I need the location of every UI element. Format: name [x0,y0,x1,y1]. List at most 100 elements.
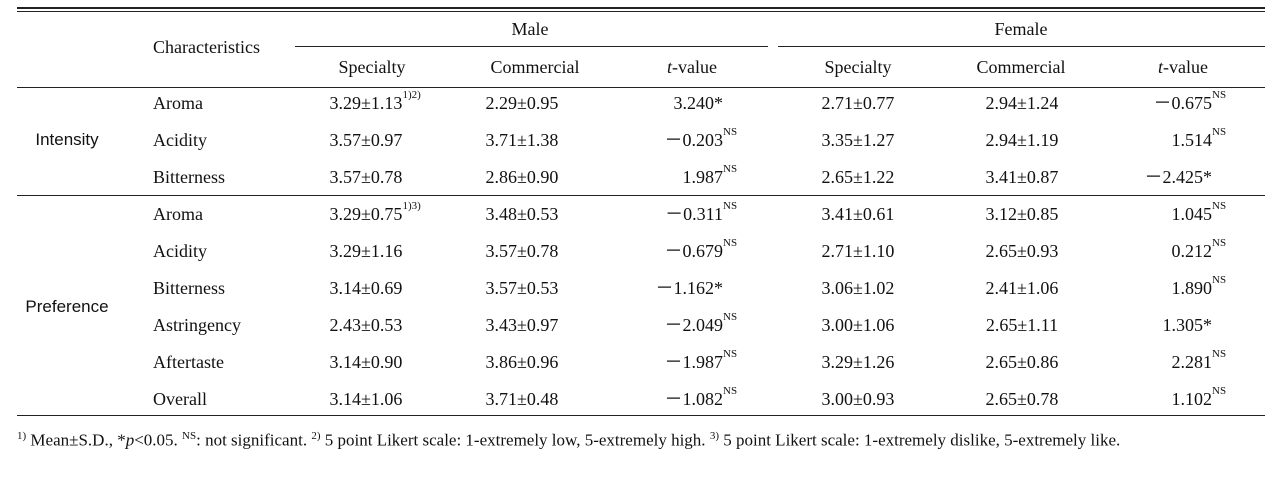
cell-text: 2.71±0.77 [822,93,895,113]
cell: 2.43±0.53 [330,315,403,335]
cell-text: 2.65±0.78 [986,389,1059,409]
header-text: -value [672,57,717,77]
column-header: t-value [1158,57,1208,77]
cell-text: 3.29±1.16 [330,241,403,261]
cell: 2.65±1.22 [822,167,895,187]
superscript: 1) [17,430,26,442]
header-text: Commercial [977,57,1066,77]
footnote-text: 5 point Likert scale: 1-extremely low, 5… [321,431,710,450]
cell: －1.082NS [665,389,724,409]
row-label: Aftertaste [153,352,224,372]
cell-text: 3.43±0.97 [486,315,559,335]
cell-text: 3.12±0.85 [986,204,1059,224]
cell-text: 3.57±0.53 [486,278,559,298]
cell: 1.987NS [683,167,724,187]
superscript: 3) [710,430,719,442]
corner-header: Characteristics [153,37,260,57]
cell: 1.102NS [1172,389,1213,409]
cell: 2.71±1.10 [822,241,895,261]
cell: －0.203NS [665,130,724,150]
cell: 3.57±0.78 [330,167,403,187]
cell-text: 2.41±1.06 [986,278,1059,298]
footnote-text: : not significant. [196,431,311,450]
cell-text: 3.14±0.69 [330,278,403,298]
cell: 3.71±1.38 [486,130,559,150]
cell-text: 3.41±0.61 [822,204,895,224]
cell-text: 2.281 [1172,352,1213,372]
cell-text: －0.679 [665,241,724,261]
footnote-text: Mean±S.D., * [26,431,126,450]
cell-text: 2.94±1.24 [986,93,1059,113]
superscript: NS [723,200,737,212]
cell-text: －0.675 [1154,93,1213,113]
cell: 3.29±0.751)3) [330,204,403,224]
row-label: Bitterness [153,278,225,298]
cell-text: 3.14±0.90 [330,352,403,372]
cell-text: 1.045 [1172,204,1213,224]
superscript: NS [723,311,737,323]
column-header: Specialty [339,57,406,77]
row-label: Bitterness [153,167,225,187]
row-label: Aroma [153,93,203,113]
cell-text: 3.00±0.93 [822,389,895,409]
cell-text: 3.41±0.87 [986,167,1059,187]
superscript: NS [182,430,196,442]
footnote-text: <0.05. [134,431,182,450]
cell: －0.311NS [665,204,723,224]
cell-text: 3.71±1.38 [486,130,559,150]
cell-text: －2.425* [1145,167,1213,187]
cell: 3.29±1.131)2) [330,93,403,113]
footnote-text: 5 point Likert scale: 1-extremely dislik… [719,431,1120,450]
cell: 3.06±1.02 [822,278,895,298]
cell: 3.43±0.97 [486,315,559,335]
cell: 3.29±1.26 [822,352,895,372]
cell-text: 0.212 [1172,241,1213,261]
cell-text: 3.29±1.13 [330,93,403,113]
cell: 3.71±0.48 [486,389,559,409]
cell: 3.14±0.69 [330,278,403,298]
superscript: 2) [311,430,320,442]
cell-text: －1.162* [656,278,724,298]
superscript: NS [1212,385,1226,397]
group-header: Female [995,19,1048,39]
cell: 3.14±1.06 [330,389,403,409]
cell-text: 2.94±1.19 [986,130,1059,150]
cell: 1.890NS [1172,278,1213,298]
rule [17,11,1265,12]
cell-text: 1.305* [1163,315,1213,335]
header-text: Specialty [339,57,406,77]
superscript: NS [1212,89,1226,101]
cell: －2.049NS [665,315,724,335]
cell-text: －1.987 [665,352,724,372]
group-header: Male [512,19,549,39]
superscript: NS [1212,126,1226,138]
cell: 1.514NS [1172,130,1213,150]
superscript: NS [723,348,737,360]
cell: －0.679NS [665,241,724,261]
rule [17,87,1265,88]
superscript: NS [1212,237,1226,249]
header-text: -value [1163,57,1208,77]
cell: 2.65±0.93 [986,241,1059,261]
superscript: NS [723,126,737,138]
rule [17,7,1265,9]
cell-text: 2.65±1.11 [986,315,1058,335]
cell-text: －0.311 [665,204,723,224]
cell: 3.29±1.16 [330,241,403,261]
row-label: Acidity [153,130,207,150]
cell: －1.162* [656,278,724,298]
rule [17,195,1265,196]
cell: 3.57±0.78 [486,241,559,261]
cell: 1.305* [1163,315,1213,335]
cell: 3.57±0.53 [486,278,559,298]
section-label: Intensity [35,130,98,150]
superscript: 1)2) [402,89,420,101]
cell: 2.65±0.78 [986,389,1059,409]
column-header: Commercial [491,57,580,77]
cell-text: 3.71±0.48 [486,389,559,409]
cell: －1.987NS [665,352,724,372]
cell-text: －0.203 [665,130,724,150]
cell: －2.425* [1145,167,1213,187]
cell: 2.29±0.95 [486,93,559,113]
